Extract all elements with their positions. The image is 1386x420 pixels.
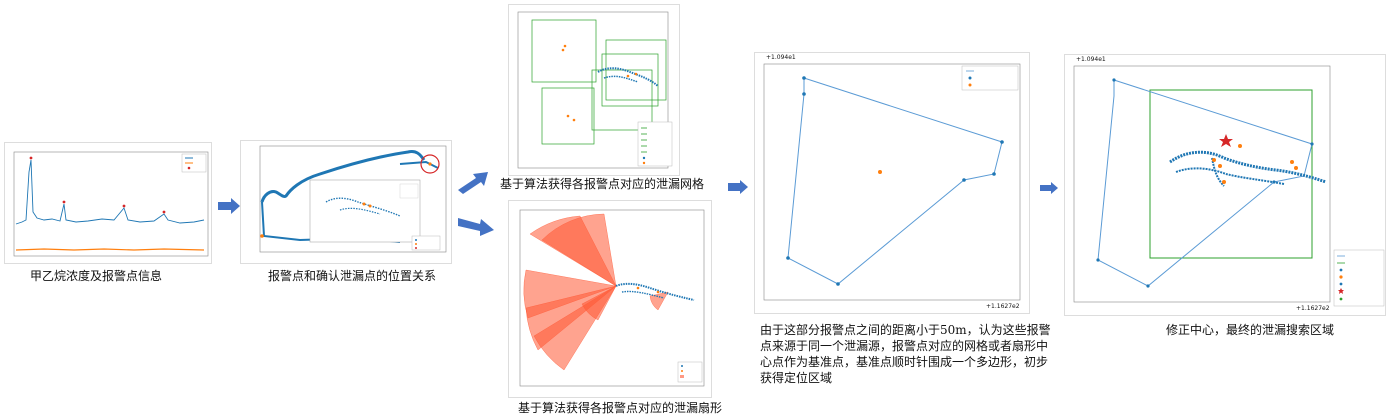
flow-arrow-3 xyxy=(728,180,748,194)
stage4-y-offset: +1.094e1 xyxy=(766,54,796,61)
stage3b-caption: 基于算法获得各报警点对应的泄漏扇形 xyxy=(518,401,723,415)
stage5-final-plot xyxy=(1064,54,1386,316)
stage4-polygon-plot xyxy=(754,52,1030,314)
stage3a-grid-plot xyxy=(508,4,680,176)
flow-arrow-2-up xyxy=(458,172,488,194)
stage4-caption-line-4: 获得定位区域 xyxy=(760,371,833,385)
flow-arrow-1 xyxy=(218,198,240,214)
stage4-legend xyxy=(961,65,1019,91)
stage5-caption: 修正中心，最终的泄漏搜索区域 xyxy=(1166,323,1335,337)
stage2-caption: 报警点和确认泄漏点的位置关系 xyxy=(268,269,437,283)
stage4-x-offset: +1.1627e2 xyxy=(986,303,1020,310)
stage4-caption-line-3: 心点作为基准点，基准点顺时针围成一个多边形，初步 xyxy=(760,355,1049,369)
flow-arrow-2-down xyxy=(458,218,494,236)
stage1-caption: 甲乙烷浓度及报警点信息 xyxy=(30,269,163,283)
confirmed-leak-star-icon xyxy=(1219,134,1233,147)
stage1-timeseries-plot xyxy=(4,142,212,264)
stage4-caption-line-1: 由于这部分报警点之间的距离小于50m，认为这些报警 xyxy=(760,323,1051,337)
stage5-x-offset: +1.1627e2 xyxy=(1296,305,1330,312)
stage3b-legend xyxy=(677,361,703,383)
stage3a-caption: 基于算法获得各报警点对应的泄漏网格 xyxy=(500,177,705,191)
stage3a-legend xyxy=(637,121,673,167)
stage3b-fan-plot xyxy=(508,200,712,398)
stage4-caption-line-2: 点来源于同一个泄漏源，报警点对应的网格或者扇形中 xyxy=(760,339,1049,353)
stage5-legend xyxy=(1333,249,1385,307)
flow-arrow-4 xyxy=(1040,182,1058,194)
stage4-caption: 由于这部分报警点之间的距离小于50m，认为这些报警 点来源于同一个泄漏源，报警点… xyxy=(760,322,1060,386)
stage5-y-offset: +1.094e1 xyxy=(1076,56,1106,63)
stage2-trajectory-plot xyxy=(240,140,452,264)
